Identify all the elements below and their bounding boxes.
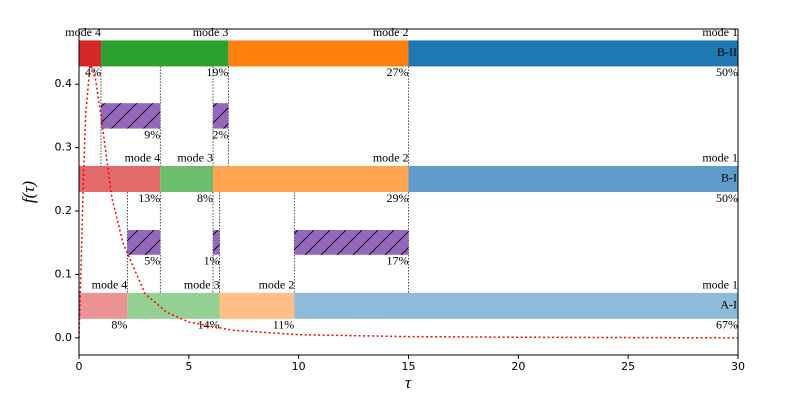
segment bbox=[79, 165, 161, 192]
share-label: 14% bbox=[198, 318, 220, 332]
share-label: 5% bbox=[144, 254, 160, 268]
share-label: 50% bbox=[716, 65, 738, 79]
segment bbox=[219, 292, 295, 319]
segment bbox=[79, 292, 128, 319]
segment bbox=[408, 165, 738, 192]
x-tick-label: 25 bbox=[621, 360, 635, 373]
hatch bbox=[100, 103, 161, 129]
mode-label: mode 4 bbox=[125, 151, 161, 165]
x-tick-label: 0 bbox=[76, 360, 83, 373]
segment bbox=[294, 292, 738, 319]
x-tick-label: 20 bbox=[511, 360, 525, 373]
mode-label: mode 2 bbox=[259, 278, 295, 292]
x-tick-label: 10 bbox=[292, 360, 306, 373]
hatch bbox=[127, 230, 161, 255]
share-label: 8% bbox=[197, 191, 213, 205]
y-tick-label: 0.4 bbox=[55, 77, 73, 90]
hatch bbox=[212, 103, 229, 129]
mode-label: mode 3 bbox=[193, 25, 229, 39]
mode-label: mode 4 bbox=[92, 278, 128, 292]
share-label: 2% bbox=[212, 127, 228, 141]
y-tick-label: 0.1 bbox=[55, 267, 73, 280]
segment bbox=[160, 165, 213, 192]
density-curve bbox=[78, 63, 739, 339]
segment bbox=[228, 40, 409, 67]
mode-label: mode 1 bbox=[702, 151, 738, 165]
mode-label: mode 1 bbox=[702, 278, 738, 292]
share-label: 29% bbox=[387, 191, 409, 205]
y-tick-label: 0.0 bbox=[55, 331, 73, 344]
share-label: 67% bbox=[716, 318, 738, 332]
share-label: 50% bbox=[716, 191, 738, 205]
segment bbox=[127, 292, 220, 319]
y-axis-label: f(τ) bbox=[19, 181, 38, 203]
segment bbox=[212, 165, 409, 192]
segment bbox=[100, 40, 229, 67]
row-label: B-I bbox=[721, 171, 737, 185]
x-axis-label: τ bbox=[405, 373, 412, 392]
segment bbox=[79, 40, 101, 67]
share-label: 9% bbox=[144, 127, 160, 141]
share-label: 8% bbox=[111, 318, 127, 332]
segment bbox=[408, 40, 738, 67]
x-tick-label: 30 bbox=[731, 360, 745, 373]
share-label: 19% bbox=[206, 65, 228, 79]
x-tick-label: 15 bbox=[402, 360, 416, 373]
y-tick-label: 0.2 bbox=[55, 204, 73, 217]
x-tick-label: 5 bbox=[185, 360, 192, 373]
hatch bbox=[294, 230, 409, 255]
row-label: A-I bbox=[720, 298, 737, 312]
mode-label: mode 2 bbox=[373, 151, 409, 165]
hatch bbox=[212, 230, 220, 255]
share-label: 1% bbox=[204, 254, 220, 268]
mode-label: mode 2 bbox=[373, 25, 409, 39]
share-label: 13% bbox=[138, 191, 160, 205]
share-label: 11% bbox=[273, 318, 295, 332]
mode-label: mode 4 bbox=[65, 25, 101, 39]
mode-label: mode 1 bbox=[702, 25, 738, 39]
share-label: 27% bbox=[387, 65, 409, 79]
y-tick-label: 0.3 bbox=[55, 141, 73, 154]
share-label: 4% bbox=[85, 65, 101, 79]
share-label: 17% bbox=[387, 254, 409, 268]
mode-label: mode 3 bbox=[184, 278, 220, 292]
mode-label: mode 3 bbox=[177, 151, 213, 165]
row-label: B-II bbox=[717, 45, 737, 59]
